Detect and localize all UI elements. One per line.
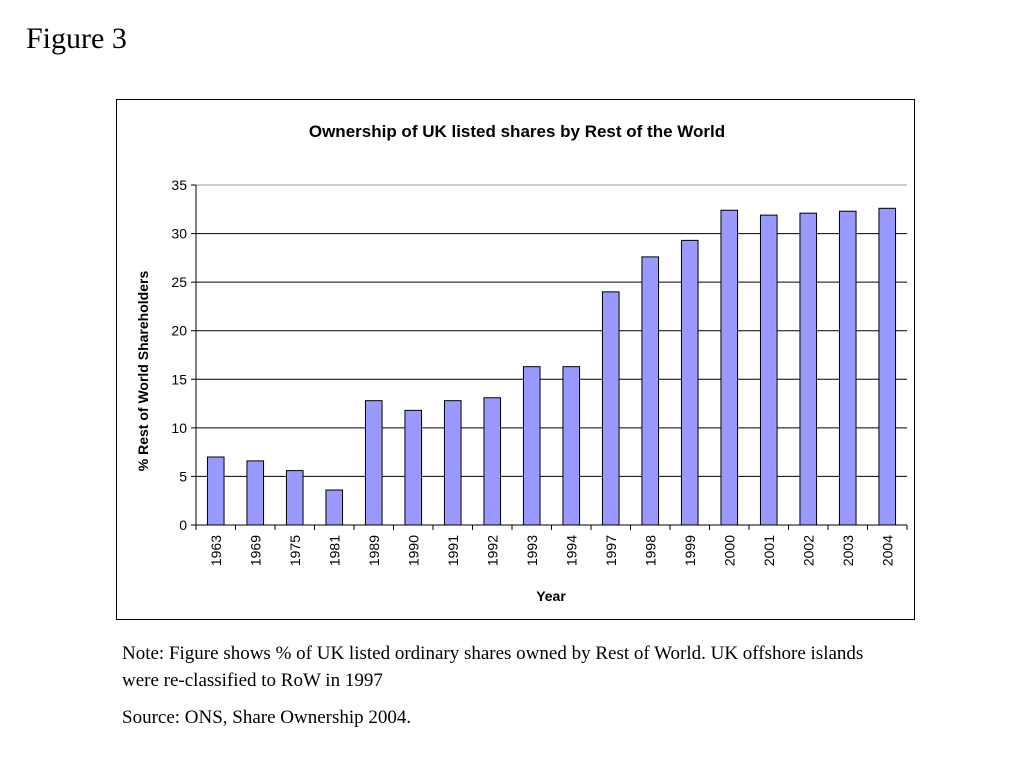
bar <box>838 210 857 526</box>
y-tick-label: 30 <box>171 226 187 242</box>
x-tick-label: 1994 <box>563 535 579 566</box>
bar <box>483 397 502 526</box>
bar <box>601 291 620 526</box>
chart-frame: Ownership of UK listed shares by Rest of… <box>116 99 915 620</box>
y-tick-label: 10 <box>171 420 187 436</box>
x-axis-label: Year <box>536 588 566 604</box>
bars <box>206 207 897 526</box>
x-tick-label: 1981 <box>326 535 342 566</box>
x-tick-label: 1993 <box>524 535 540 566</box>
y-axis-label: % Rest of World Shareholders <box>135 271 151 472</box>
x-tick-label: 1990 <box>405 535 421 566</box>
bar <box>285 470 304 526</box>
bar <box>680 239 699 526</box>
x-tick-label: 2004 <box>879 535 895 566</box>
gridlines <box>196 184 907 477</box>
chart-title: Ownership of UK listed shares by Rest of… <box>309 122 725 141</box>
axes <box>191 184 908 530</box>
x-tick-label: 1975 <box>287 535 303 566</box>
bar <box>325 489 344 526</box>
bar <box>641 256 660 526</box>
x-tick-label: 2000 <box>721 535 737 566</box>
bar <box>364 400 383 526</box>
y-tick-label: 0 <box>179 517 187 533</box>
y-tick-label: 35 <box>171 177 187 193</box>
bar <box>562 366 581 526</box>
bar <box>799 212 818 526</box>
y-tick-label: 15 <box>171 371 187 387</box>
x-tick-label: 2001 <box>761 535 777 566</box>
bar-chart: Ownership of UK listed shares by Rest of… <box>135 122 908 604</box>
figure-label: Figure 3 <box>26 22 127 55</box>
x-tick-label: 1997 <box>603 535 619 566</box>
x-tick-label: 1989 <box>366 535 382 566</box>
bar <box>206 456 225 526</box>
y-tick-label: 20 <box>171 323 187 339</box>
bar <box>404 409 423 526</box>
y-tick-label: 25 <box>171 274 187 290</box>
x-tick-label: 2002 <box>800 535 816 566</box>
tick-labels: 0 5 10 15 20 25 30 35 1963 1969 1975 1981 1989 1990 19… <box>171 177 895 566</box>
bar <box>443 400 462 526</box>
x-tick-label: 1998 <box>642 535 658 566</box>
x-tick-label: 1999 <box>682 535 698 566</box>
figure-note: Note: Figure shows % of UK listed ordina… <box>122 643 864 691</box>
x-tick-label: 1991 <box>445 535 461 566</box>
figure-source: Source: ONS, Share Ownership 2004. <box>122 707 412 728</box>
x-tick-label: 1969 <box>247 535 263 566</box>
bar <box>759 214 778 526</box>
bar <box>522 366 541 526</box>
x-tick-label: 1992 <box>484 535 500 566</box>
x-tick-label: 1963 <box>208 535 224 566</box>
bar <box>720 209 739 526</box>
x-tick-label: 2003 <box>840 535 856 566</box>
bar <box>878 207 897 526</box>
y-tick-label: 5 <box>179 468 187 484</box>
bar <box>246 460 265 526</box>
